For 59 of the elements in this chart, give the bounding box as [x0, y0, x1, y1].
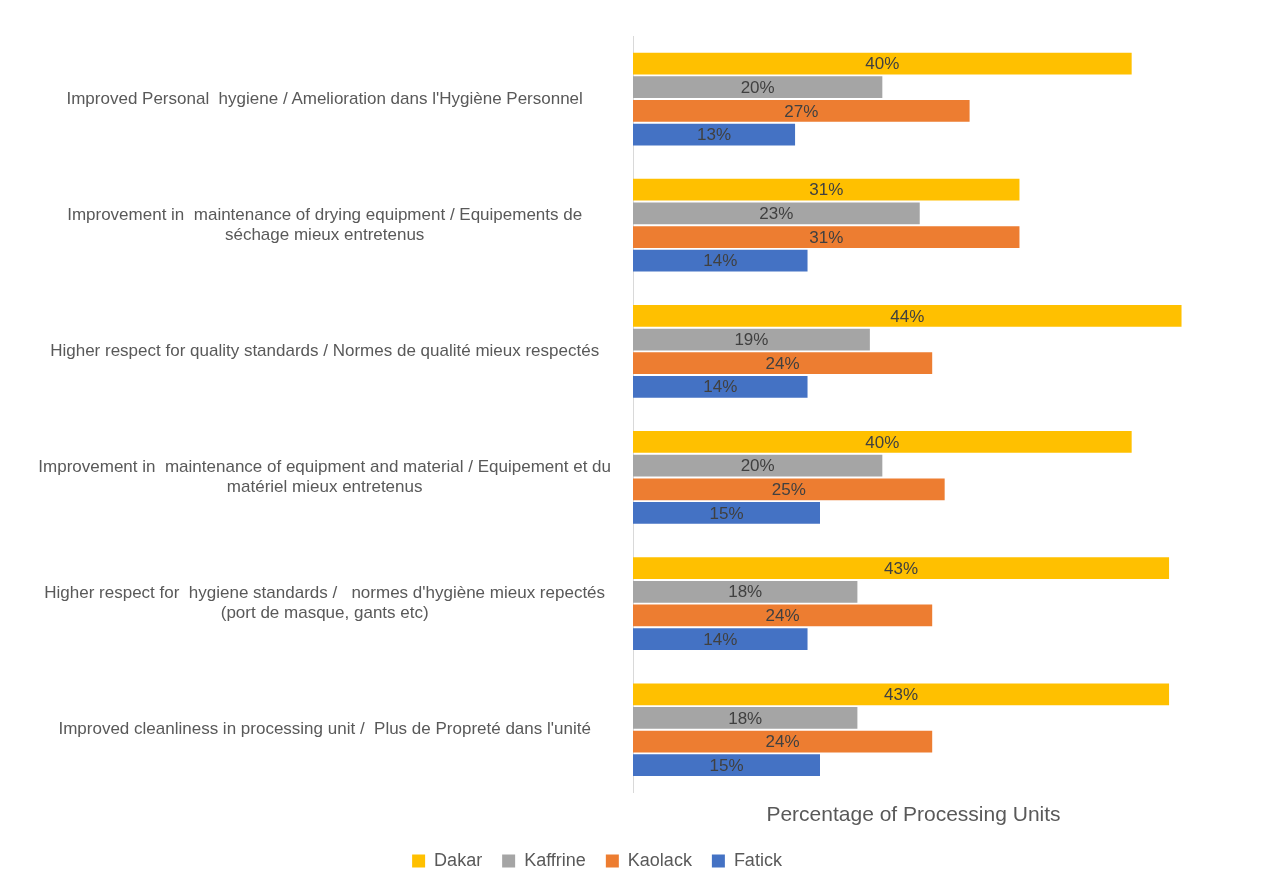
bar: [633, 100, 970, 122]
data-label: 24%: [765, 732, 800, 752]
data-label: 18%: [728, 582, 763, 602]
bar: [633, 683, 1170, 706]
data-label: 23%: [759, 204, 794, 224]
bar: [633, 557, 1170, 579]
bar: [633, 478, 945, 501]
y-tick-label: Improvement in maintenance of drying equipment / Equipements de séchage mieux entretenus: [67, 204, 583, 245]
bar: [633, 304, 1182, 327]
data-label: 43%: [884, 684, 919, 704]
bar: [633, 226, 1020, 248]
data-label: 20%: [740, 77, 775, 97]
bar: [633, 178, 1020, 201]
data-label: 15%: [709, 755, 744, 775]
bar: [633, 431, 1132, 453]
bar: [633, 502, 820, 524]
bar: [633, 249, 808, 272]
y-tick-label: Improvement in maintenance of equipment and material / Equipement et du matériel mieux entretenus: [38, 456, 611, 497]
legend-label: Fatick: [733, 849, 783, 870]
data-label: 31%: [809, 227, 844, 247]
data-label: 40%: [865, 432, 900, 452]
y-tick-label: Improved cleanliness in processing unit / Plus de Propreté dans l'unité: [58, 719, 591, 739]
bar: [633, 76, 883, 99]
bar: [633, 123, 796, 146]
bar: [633, 52, 1132, 75]
data-label: 14%: [703, 377, 738, 397]
data-label: 24%: [765, 353, 800, 373]
bar: [633, 754, 820, 777]
bar: [633, 352, 933, 375]
data-label: 19%: [734, 330, 769, 350]
data-label: 20%: [740, 456, 775, 476]
legend-label: Kaolack: [627, 849, 693, 870]
data-label: 14%: [703, 251, 738, 271]
data-label: 14%: [703, 629, 738, 649]
y-tick-label: Higher respect for quality standards / Normes de qualité mieux respectés: [50, 341, 600, 361]
y-tick-label: Improved Personal hygiene / Amelioration dans l'Hygiène Personnel: [66, 88, 583, 108]
bar: [633, 730, 933, 753]
data-label: 15%: [709, 503, 744, 523]
bar: [633, 707, 858, 729]
data-label: 18%: [728, 708, 763, 728]
legend-label: Dakar: [434, 849, 483, 870]
data-label: 43%: [884, 558, 919, 578]
data-label: 31%: [809, 180, 844, 200]
data-label: 13%: [697, 125, 732, 145]
y-tick-label: Higher respect for hygiene standards / normes d'hygiène mieux repectés (port de masque, gants etc): [44, 583, 606, 623]
bar: [633, 580, 858, 603]
bar: [633, 604, 933, 627]
bar: [633, 328, 870, 351]
bar: [633, 375, 808, 398]
data-label: 27%: [784, 101, 819, 121]
bar: [633, 454, 883, 477]
bar: [633, 202, 920, 225]
data-label: 24%: [765, 606, 800, 626]
data-label: 25%: [771, 479, 806, 499]
legend-label: Kaffrine: [524, 849, 586, 870]
data-label: 44%: [890, 306, 925, 326]
x-axis-title: Percentage of Processing Units: [766, 802, 1061, 826]
data-label: 40%: [865, 54, 900, 74]
bar: [633, 628, 808, 650]
